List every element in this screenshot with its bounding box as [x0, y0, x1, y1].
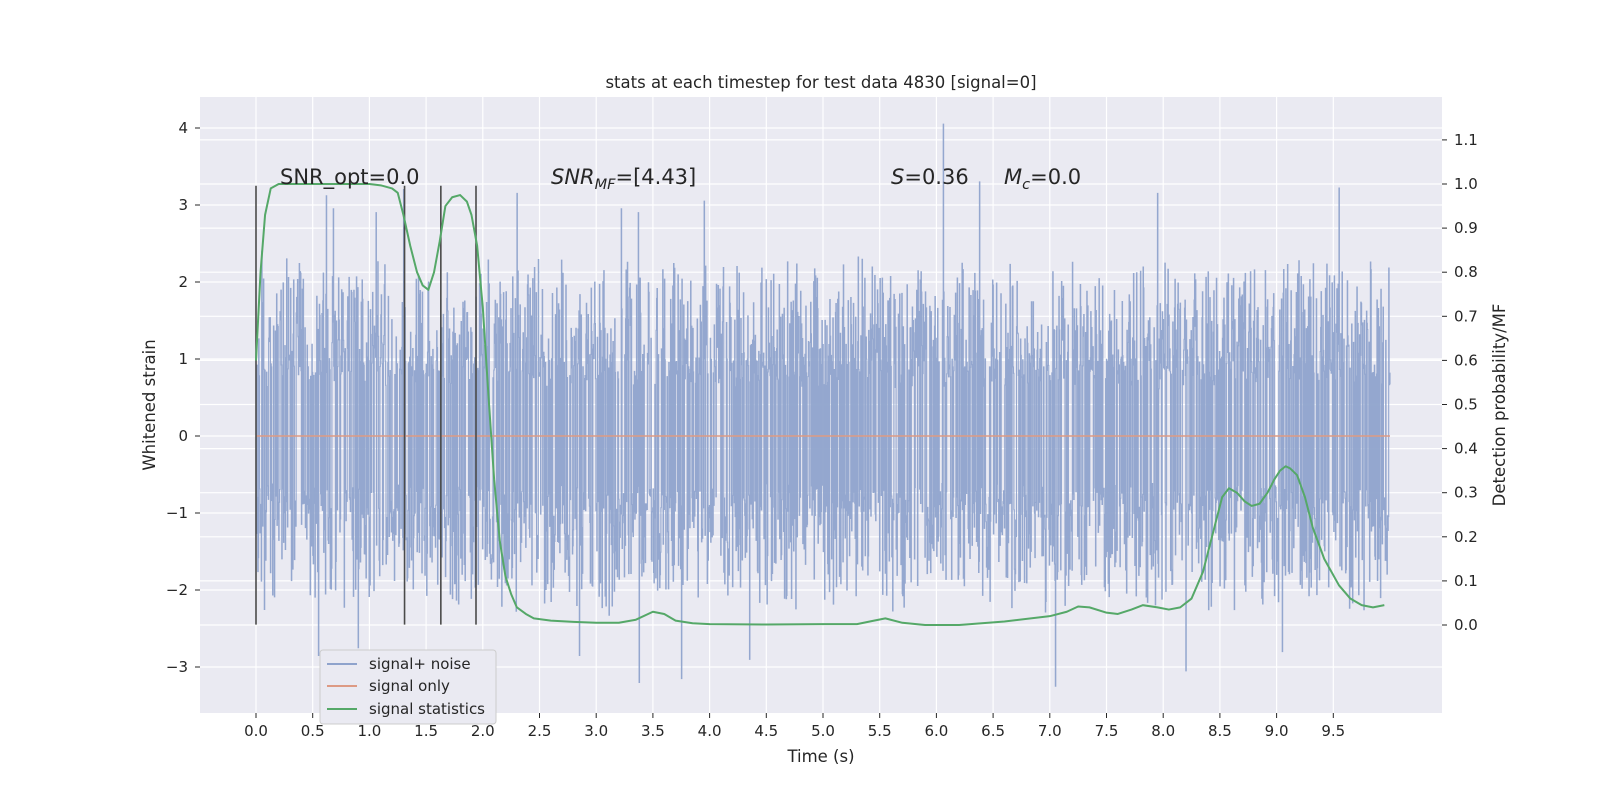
mc-symbol: M [1004, 165, 1022, 189]
y-right-tick-label: 0.8 [1454, 263, 1478, 281]
snr-mf-value: =[4.43] [616, 165, 697, 189]
y-tick-label: 1 [178, 350, 188, 368]
y-right-tick-label: 0.3 [1454, 484, 1478, 502]
y-right-tick-label: 0.1 [1454, 572, 1478, 590]
y-right-tick-label: 0.4 [1454, 440, 1478, 458]
x-axis-ticks: 0.0 0.5 1.0 1.5 2.0 2.5 3.0 3.5 4.0 4.5 5.0 5.5 6.0 6… [244, 713, 1345, 740]
signal-noise-series [255, 123, 1391, 687]
legend-box [319, 649, 497, 725]
y-right-tick-label: 0.7 [1454, 307, 1478, 325]
legend-label-signal-only: signal only [369, 677, 450, 695]
y-axis-ticks: −3 −2 −1 0 1 2 3 4 [166, 119, 200, 676]
snr-mf-symbol: SNR [551, 165, 595, 189]
x-tick-label: 7.0 [1038, 722, 1062, 740]
x-tick-label: 8.0 [1151, 722, 1175, 740]
y-right-tick-label: 0.6 [1454, 351, 1478, 369]
snr-mf-subscript: MF [595, 177, 617, 193]
marker-lines [255, 185, 477, 625]
x-tick-label: 0.5 [301, 722, 325, 740]
y-tick-label: −2 [166, 581, 188, 599]
chart-title: stats at each timestep for test data 483… [605, 73, 1036, 92]
x-tick-label: 3.5 [641, 722, 665, 740]
annotation-snr-mf: SNRMF=[4.43] [551, 165, 696, 193]
y-right-tick-label: 0.5 [1454, 396, 1478, 414]
signal-statistics-series [255, 183, 1385, 626]
y-tick-label: 4 [178, 119, 188, 137]
x-tick-label: 9.5 [1321, 722, 1345, 740]
x-tick-label: 6.5 [981, 722, 1005, 740]
y-right-axis-ticks: 0.0 0.1 0.2 0.3 0.4 0.5 0.6 0.7 0.8 0.9 1.0 1.1 [1442, 131, 1478, 634]
s-value: =0.36 [904, 165, 968, 189]
x-tick-label: 6.0 [924, 722, 948, 740]
x-tick-label: 5.5 [868, 722, 892, 740]
x-tick-label: 4.5 [754, 722, 778, 740]
x-tick-label: 4.0 [698, 722, 722, 740]
y-right-tick-label: 0.9 [1454, 219, 1478, 237]
y-tick-label: 3 [178, 196, 188, 214]
x-tick-label: 9.0 [1265, 722, 1289, 740]
x-tick-label: 1.5 [414, 722, 438, 740]
signal-statistics-line [255, 183, 1385, 626]
y-tick-label: 2 [178, 273, 188, 291]
y-right-tick-label: 0.0 [1454, 616, 1478, 634]
y-tick-label: 0 [178, 427, 188, 445]
annotation-s: S=0.36 [891, 165, 969, 189]
x-tick-label: 5.0 [811, 722, 835, 740]
legend-label-signal-statistics: signal statistics [369, 700, 485, 718]
y-axis-label: Whitened strain [140, 339, 159, 470]
signal-noise-line [255, 123, 1391, 687]
x-tick-label: 0.0 [244, 722, 268, 740]
x-tick-label: 7.5 [1095, 722, 1119, 740]
x-tick-label: 2.0 [471, 722, 495, 740]
s-symbol: S [891, 165, 904, 189]
mc-subscript: c [1022, 177, 1030, 193]
x-tick-label: 1.0 [357, 722, 381, 740]
y-tick-label: −1 [166, 504, 188, 522]
y-right-axis-label: Detection probability/MF [1490, 304, 1509, 507]
annotation-mc: Mc=0.0 [1004, 165, 1081, 193]
mc-value: =0.0 [1030, 165, 1081, 189]
legend: signal+ noise signal only signal statist… [319, 649, 497, 725]
y-right-tick-label: 0.2 [1454, 528, 1478, 546]
x-tick-label: 2.5 [528, 722, 552, 740]
y-tick-label: −3 [166, 658, 188, 676]
legend-label-signal-noise: signal+ noise [369, 655, 471, 673]
x-axis-label: Time (s) [786, 747, 854, 766]
annotation-snr-opt: SNR_opt=0.0 [280, 165, 420, 190]
y-right-tick-label: 1.1 [1454, 131, 1478, 149]
x-tick-label: 8.5 [1208, 722, 1232, 740]
x-tick-label: 3.0 [584, 722, 608, 740]
y-right-tick-label: 1.0 [1454, 175, 1478, 193]
